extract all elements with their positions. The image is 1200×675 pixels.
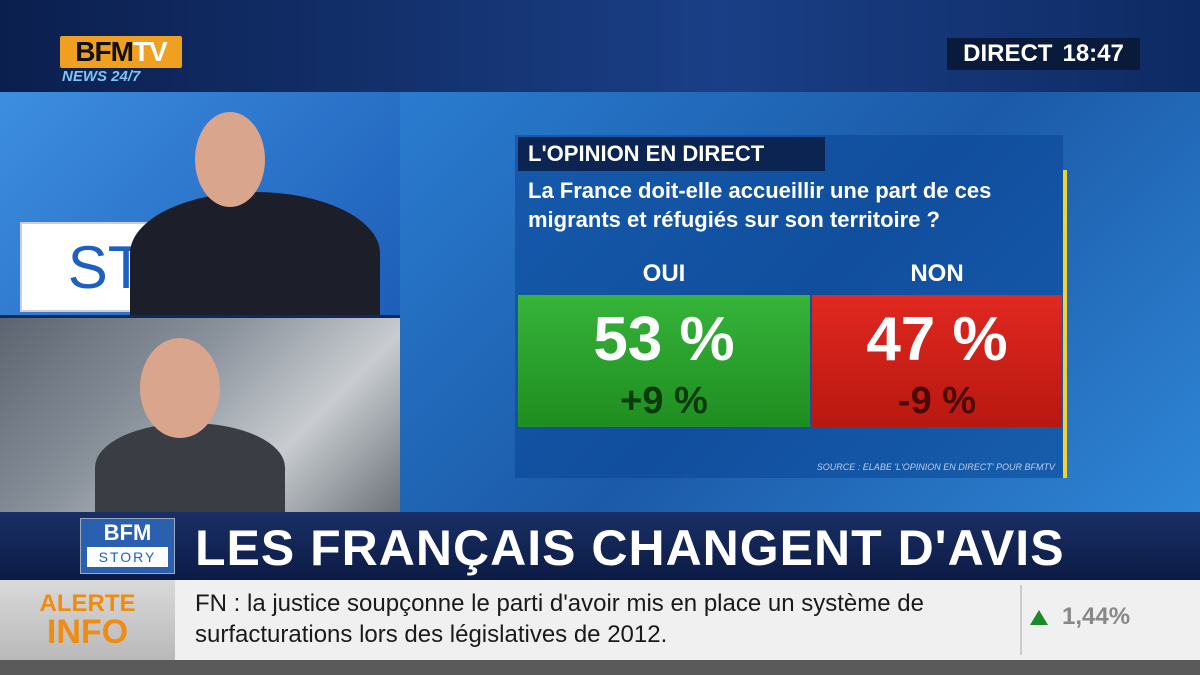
alert-line-1: ALERTE <box>39 590 136 617</box>
bfmtv-logo: BFM TV <box>60 36 182 68</box>
direct-label: DIRECT <box>963 40 1053 67</box>
change-oui: +9 % <box>620 380 708 422</box>
headline-band <box>0 512 1200 580</box>
guest-1-head <box>195 112 265 207</box>
result-box-oui: 53 % +9 % <box>518 295 810 427</box>
headline: LES FRANÇAIS CHANGENT D'AVIS <box>195 520 1065 576</box>
guest-2-body <box>95 423 285 512</box>
logo-subtitle: NEWS 24/7 <box>62 68 141 85</box>
live-clock: DIRECT 18:47 <box>947 38 1140 70</box>
alert-line-2: INFO <box>46 613 129 651</box>
camera-feed-2 <box>0 318 400 512</box>
camera-feed-1: STORY <box>0 92 400 315</box>
up-arrow-icon <box>1030 609 1048 625</box>
time: 18:47 <box>1062 40 1124 67</box>
result-box-non: 47 % -9 % <box>812 295 1062 427</box>
bottom-strip <box>0 660 1200 675</box>
guest-1-body <box>130 192 380 315</box>
logo-tv: TV <box>132 36 168 67</box>
divider <box>1020 585 1022 655</box>
percent-non: 47 % <box>866 305 1008 374</box>
poll-question: La France doit-elle accueillir une part … <box>528 178 992 232</box>
news-ticker <box>0 580 1200 660</box>
stock-indicator: 1,44% <box>1030 603 1130 631</box>
poll-source: SOURCE : ELABE 'L'OPINION EN DIRECT' POU… <box>816 462 1055 472</box>
change-non: -9 % <box>897 380 977 422</box>
show-logo-top: BFM <box>103 520 152 545</box>
alert-badge: ALERTE INFO <box>0 580 175 660</box>
show-logo: BFM STORY <box>80 518 175 574</box>
ticker-text: FN : la justice soupçonne le parti d'avo… <box>195 590 924 648</box>
logo-bfm: BFM <box>75 36 134 67</box>
percent-oui: 53 % <box>593 305 735 374</box>
accent-line <box>1063 170 1067 478</box>
show-logo-bottom: STORY <box>87 547 168 567</box>
answer-label-non: NON <box>910 260 964 287</box>
answer-label-oui: OUI <box>642 260 686 287</box>
poll-title: L'OPINION EN DIRECT <box>518 137 825 171</box>
guest-2-head <box>140 338 220 438</box>
stock-value: 1,44% <box>1062 603 1131 630</box>
